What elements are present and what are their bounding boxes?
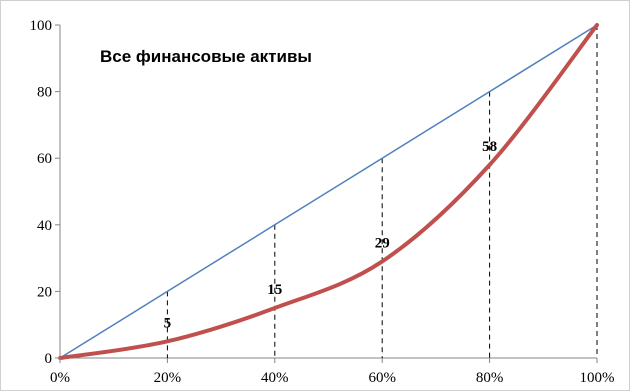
axes: [59, 25, 597, 359]
x-tick-label: 100%: [580, 370, 615, 386]
x-tick-label: 40%: [261, 370, 289, 386]
drop-lines: [166, 25, 598, 358]
x-tick-label: 60%: [368, 370, 396, 386]
y-tick-labels: 0 20 40 60 80 100: [30, 18, 60, 367]
chart-title: Все финансовые активы: [100, 47, 312, 66]
data-label: 58: [482, 139, 497, 155]
x-tick-label: 0%: [50, 370, 70, 386]
data-label: 29: [375, 235, 390, 251]
y-tick-label: 0: [45, 351, 53, 367]
lorenz-curve: [58, 23, 599, 360]
x-tick-label: 80%: [476, 370, 504, 386]
data-label: 5: [164, 315, 172, 331]
x-tick-label: 20%: [154, 370, 182, 386]
y-tick-label: 20: [37, 284, 52, 300]
y-tick-label: 80: [37, 85, 52, 101]
equality-line: [59, 24, 598, 359]
y-tick-label: 60: [37, 151, 52, 167]
data-labels: 5 15 29 58: [164, 139, 497, 331]
series-group: [58, 23, 599, 360]
data-label: 15: [267, 282, 282, 298]
y-tick-label: 100: [30, 18, 53, 34]
x-tick-labels: 0% 20% 40% 60% 80% 100%: [50, 358, 615, 386]
y-tick-label: 40: [37, 218, 52, 234]
